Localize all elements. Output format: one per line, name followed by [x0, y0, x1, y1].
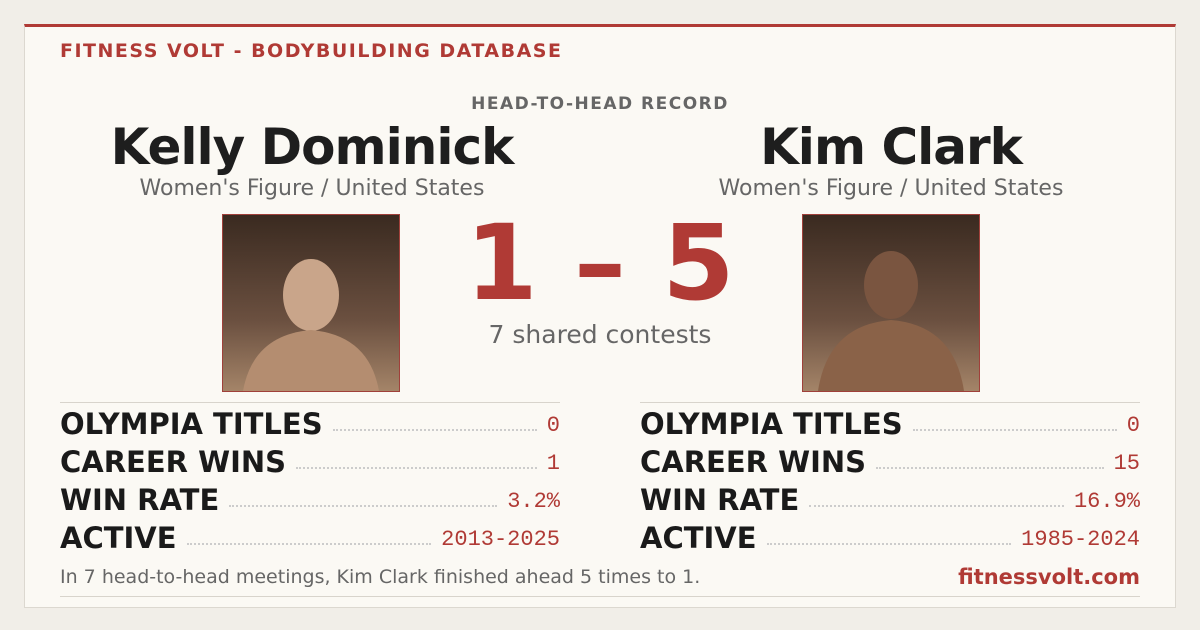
stat-leader — [912, 429, 1117, 431]
stat-row: CAREER WINS 15 — [640, 441, 1140, 479]
photo-figure — [243, 259, 379, 391]
stat-label: OLYMPIA TITLES — [640, 407, 903, 441]
stat-value: 0 — [546, 413, 560, 438]
stat-row: WIN RATE 3.2% — [60, 479, 560, 517]
stat-row: OLYMPIA TITLES 0 — [60, 403, 560, 441]
athlete-photo — [802, 214, 980, 392]
stat-row: ACTIVE 2013-2025 — [60, 517, 560, 555]
stat-label: WIN RATE — [640, 483, 800, 517]
card — [24, 24, 1176, 608]
stat-leader — [876, 467, 1104, 469]
stat-leader — [766, 543, 1012, 545]
stat-row: OLYMPIA TITLES 0 — [640, 403, 1140, 441]
stat-label: CAREER WINS — [640, 445, 867, 479]
brand: FITNESS VOLT - BODYBUILDING DATABASE — [60, 40, 563, 62]
stat-row: CAREER WINS 1 — [60, 441, 560, 479]
stat-label: ACTIVE — [640, 521, 757, 555]
stat-label: OLYMPIA TITLES — [60, 407, 323, 441]
stats-left: OLYMPIA TITLES 0 CAREER WINS 1 WIN RATE 3.2% A… — [60, 402, 560, 555]
stat-row: ACTIVE 1985-2024 — [640, 517, 1140, 555]
footer-rule — [60, 596, 1140, 597]
score: 1 – 5 — [465, 202, 735, 324]
stat-value: 0 — [1126, 413, 1140, 438]
stat-leader — [332, 429, 537, 431]
stat-value: 3.2% — [507, 489, 560, 514]
athlete-division: Women's Figure / United States — [718, 176, 1064, 201]
stat-label: CAREER WINS — [60, 445, 287, 479]
stat-value: 2013-2025 — [441, 527, 560, 552]
stat-value: 15 — [1113, 451, 1140, 476]
stats-right: OLYMPIA TITLES 0 CAREER WINS 15 WIN RATE 16.9… — [640, 402, 1140, 555]
stat-leader — [186, 543, 432, 545]
stat-leader — [229, 505, 498, 507]
athlete-division: Women's Figure / United States — [139, 176, 485, 201]
stat-value: 16.9% — [1073, 489, 1140, 514]
record-label: HEAD-TO-HEAD RECORD — [471, 94, 729, 114]
stat-value: 1 — [546, 451, 560, 476]
stat-leader — [296, 467, 537, 469]
stat-label: ACTIVE — [60, 521, 177, 555]
summary: In 7 head-to-head meetings, Kim Clark fi… — [60, 566, 701, 588]
photo-figure — [818, 251, 964, 391]
athlete-photo — [222, 214, 400, 392]
shared-contests: 7 shared contests — [488, 320, 712, 349]
stat-value: 1985-2024 — [1021, 527, 1140, 552]
stat-row: WIN RATE 16.9% — [640, 479, 1140, 517]
athlete-name: Kim Clark — [760, 118, 1023, 176]
stat-label: WIN RATE — [60, 483, 220, 517]
stat-leader — [809, 505, 1064, 507]
athlete-name: Kelly Dominick — [110, 118, 515, 176]
site: fitnessvolt.com — [958, 565, 1140, 589]
